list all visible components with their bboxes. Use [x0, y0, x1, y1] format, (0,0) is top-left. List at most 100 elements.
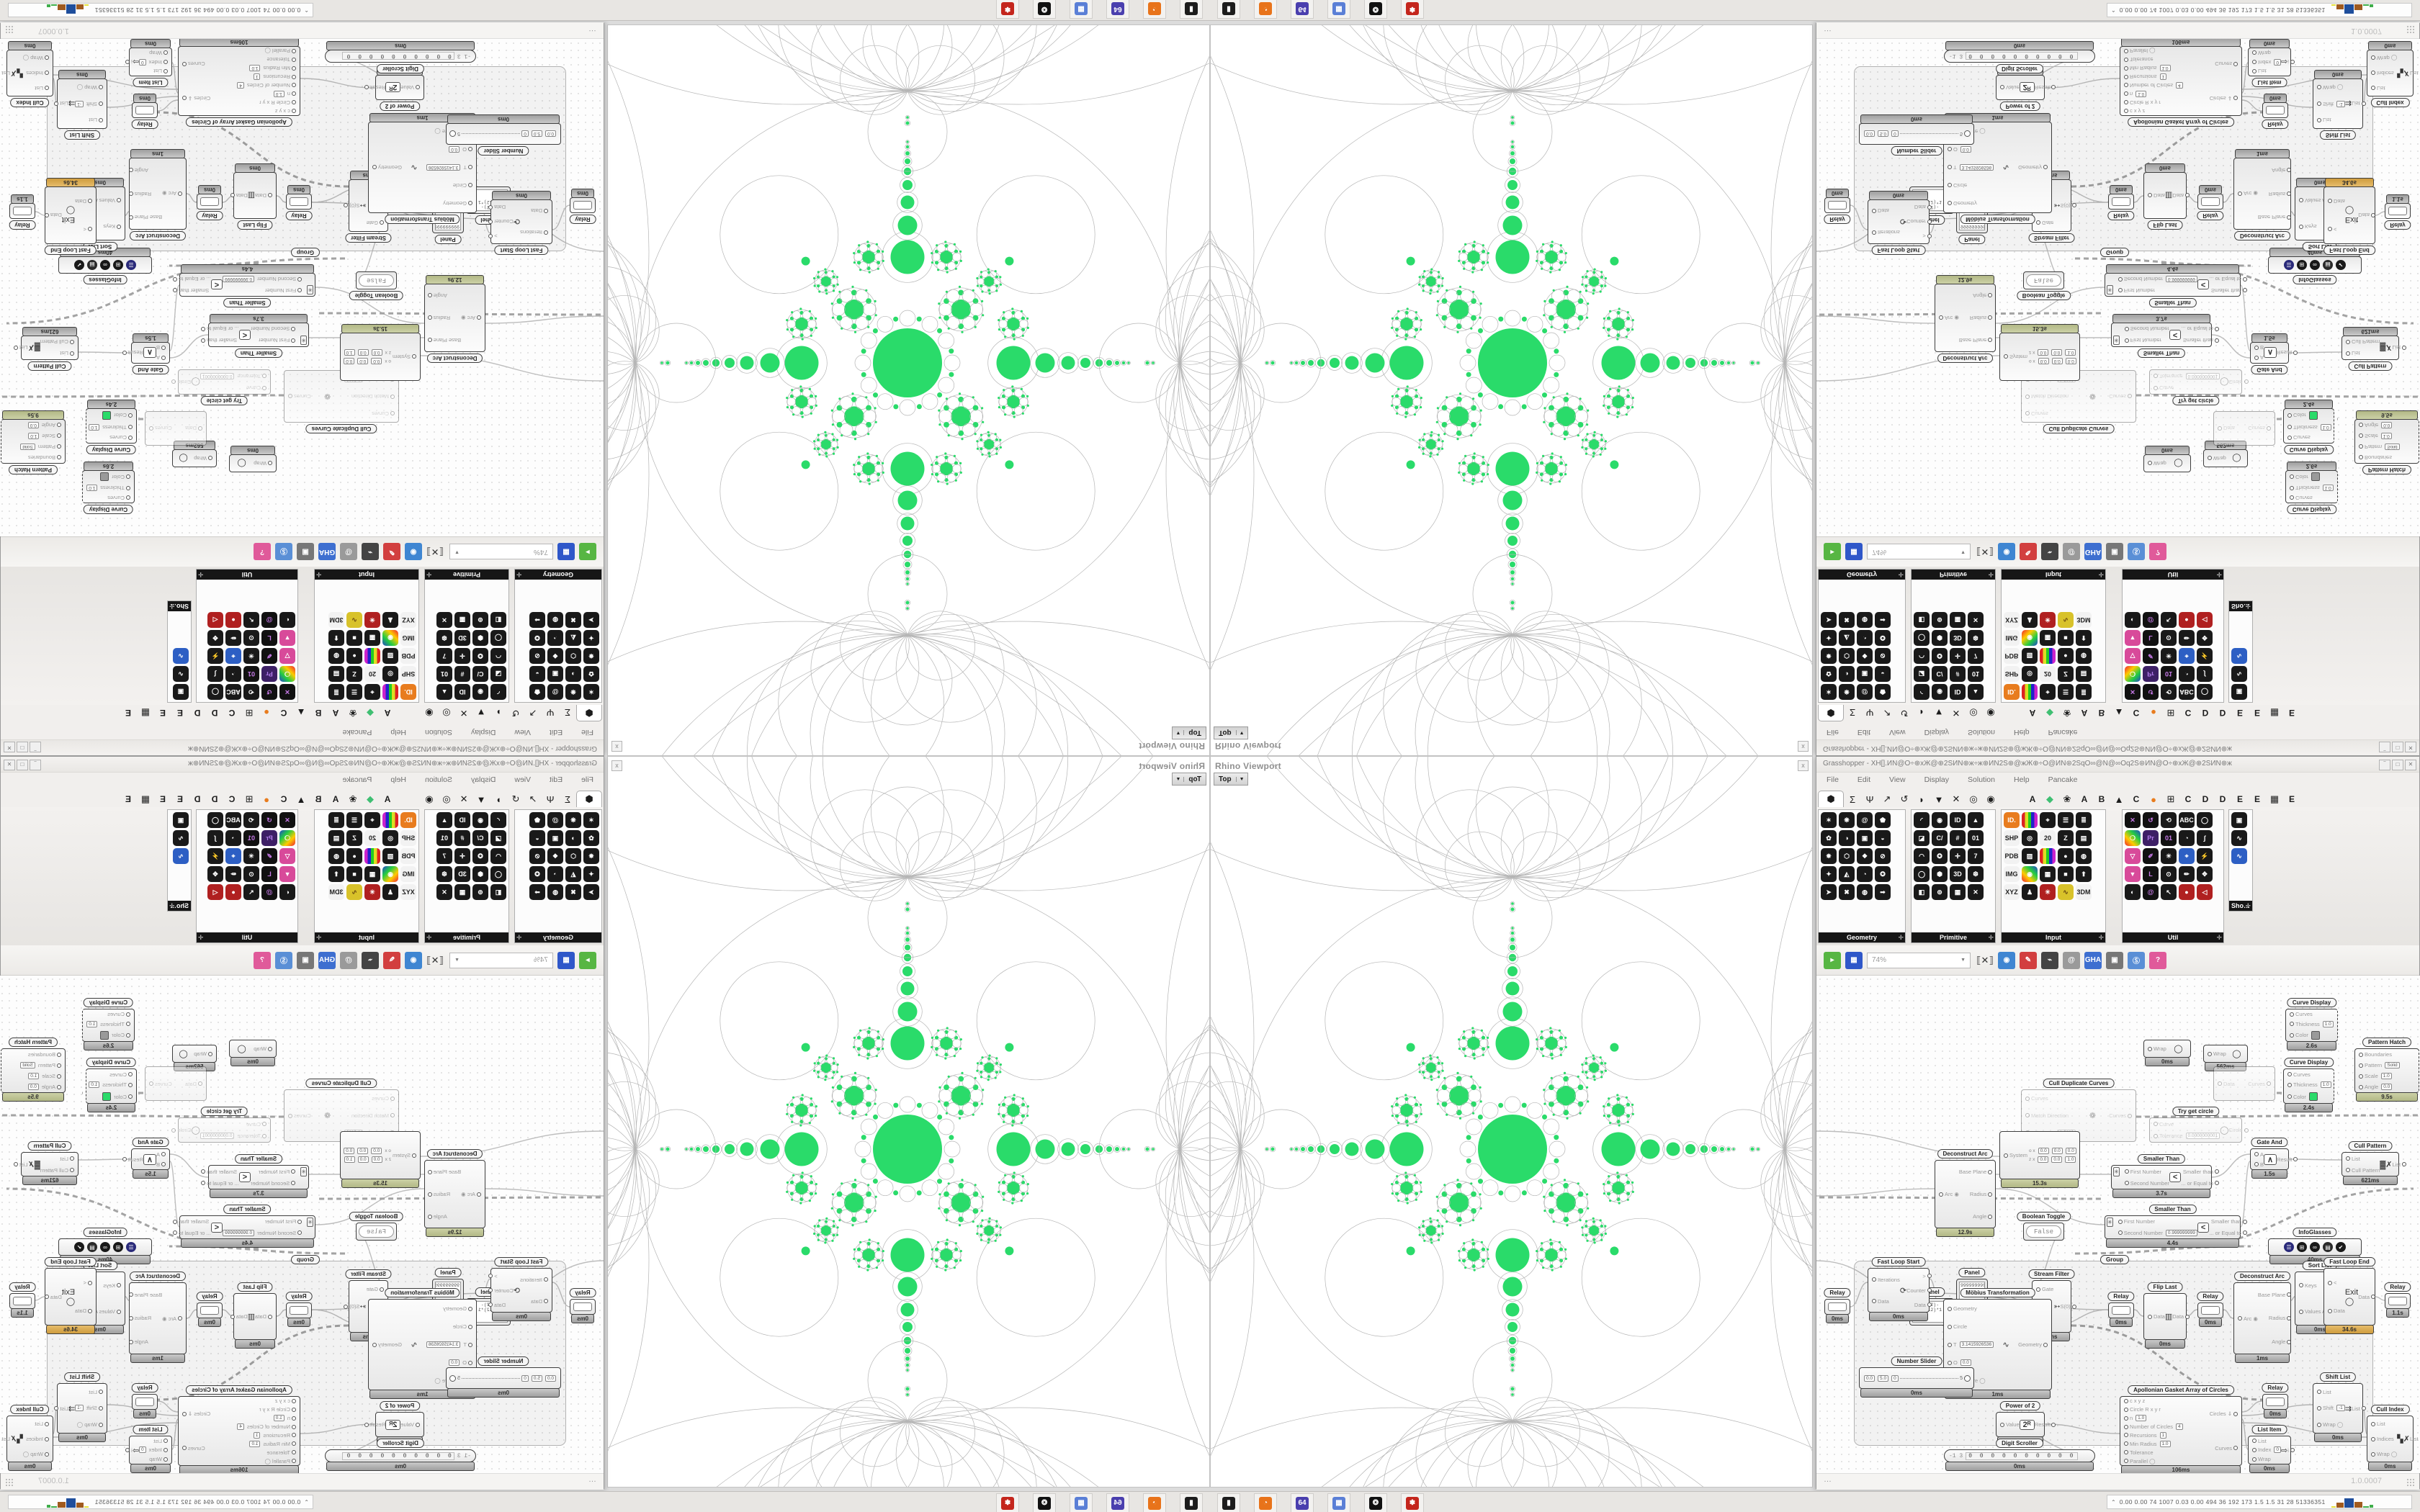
component-tab-18[interactable]: ● — [2151, 793, 2156, 805]
component-icon[interactable]: ✪ — [1875, 866, 1891, 882]
component-icon[interactable]: ✛ — [454, 648, 470, 664]
capture-icon[interactable]: ▣ — [297, 543, 314, 561]
component-icon[interactable]: ⊘ — [1875, 848, 1891, 864]
at-box-icon[interactable]: @ — [2063, 951, 2080, 969]
component-icon[interactable]: ∿ — [173, 666, 189, 682]
component-icon[interactable]: ▲ — [1968, 812, 1984, 828]
component-icon[interactable]: ∿ — [173, 830, 189, 846]
component-icon[interactable]: ⚡ — [207, 648, 223, 664]
component-icon[interactable]: ✏ — [2179, 866, 2195, 882]
node-label-pattern-hatch[interactable]: Pattern Hatch — [8, 1038, 58, 1047]
node-label-relay-d[interactable]: Relay — [2384, 220, 2411, 230]
node-label-deconstruct-arc-1[interactable]: Deconstruct Arc — [426, 354, 483, 363]
component-icon[interactable]: ✿ — [1821, 830, 1837, 846]
minimize-button[interactable]: ‾ — [30, 760, 41, 770]
component-icon[interactable]: C/ — [472, 830, 488, 846]
component-icon[interactable]: ABC — [2179, 812, 2195, 828]
component-icon[interactable]: ◧ — [1914, 884, 1930, 900]
cat-app-icon[interactable]: ❂ — [1033, 1493, 1056, 1512]
node-label-digit-scroller[interactable]: Digit Scroller — [377, 1439, 424, 1448]
node-label-cull-index[interactable]: Cull Index — [2370, 1405, 2410, 1414]
menu-item-display[interactable]: Display — [470, 728, 496, 737]
zoom-extents-icon[interactable]: ⟦✕⟧ — [1976, 546, 1994, 558]
menu-item-view[interactable]: View — [514, 728, 531, 737]
component-icon[interactable]: ● — [2179, 612, 2195, 628]
node-label-fast-loop-start[interactable]: Fast Loop Start — [494, 1257, 549, 1266]
component-icon[interactable]: ◒ — [529, 830, 545, 846]
component-icon[interactable]: ∿ — [173, 848, 189, 864]
gh-node-curve-display-a[interactable]: Curves Thickness 1.0 Color — [82, 470, 135, 503]
node-label-shift-list[interactable]: Shift List — [2319, 130, 2357, 140]
gha-icon[interactable]: GHA — [2084, 951, 2102, 969]
component-icon[interactable]: @ — [2143, 884, 2159, 900]
component-icon[interactable]: ⚡ — [2197, 848, 2213, 864]
menu-item-file[interactable]: File — [581, 775, 593, 784]
gh-node-power-of-2[interactable]: Value 2ᴿ Result — [364, 75, 424, 100]
component-icon[interactable]: ⊘ — [529, 848, 545, 864]
node-label-curve-display-a[interactable]: Curve Display — [83, 998, 134, 1007]
window-resize-grip[interactable] — [5, 25, 14, 34]
gh-node-shift-list[interactable]: List Shift -1 Wrap ◯ ⇉ List — [54, 1383, 107, 1434]
node-label-power-of-2[interactable]: Power of 2 — [1999, 102, 2041, 111]
open-file-icon[interactable]: ▸ — [1824, 543, 1841, 561]
component-icon[interactable]: ✿ — [583, 830, 599, 846]
component-icon[interactable]: ▤ — [2076, 666, 2092, 682]
component-tab-19[interactable]: ⊞ — [2166, 793, 2175, 804]
palette-expand-icon[interactable]: ✛ — [316, 571, 322, 578]
palette-label[interactable]: Input — [315, 932, 418, 942]
component-icon[interactable]: ◠ — [490, 848, 506, 864]
plug-icon[interactable]: ⌁ — [2041, 543, 2058, 561]
component-icon[interactable]: ➟ — [1875, 884, 1891, 900]
minimize-button[interactable]: ‾ — [2379, 760, 2390, 770]
component-icon[interactable]: ⬡ — [1839, 648, 1855, 664]
palette-label[interactable]: Geometry — [515, 570, 601, 580]
gh-node-relay-b[interactable] — [286, 1302, 312, 1318]
component-icon[interactable]: ✕ — [1968, 612, 1984, 628]
component-icon[interactable]: ↺ — [261, 812, 277, 828]
component-icon[interactable]: ↖ — [243, 884, 259, 900]
component-icon[interactable]: ∿ — [2231, 848, 2247, 864]
component-icon[interactable]: ■ — [346, 630, 362, 646]
component-tab-4[interactable]: ↺ — [1900, 793, 1909, 804]
component-icon[interactable]: @ — [547, 812, 563, 828]
gh-node-relay-a[interactable] — [570, 1299, 596, 1315]
component-icon[interactable]: ● — [225, 884, 241, 900]
component-icon[interactable]: ID. — [400, 684, 416, 700]
component-tab-4[interactable]: ↺ — [511, 793, 520, 804]
gh-node-flip-last[interactable]: Data ▥ Data — [2143, 1293, 2190, 1340]
component-icon[interactable]: ▦ — [1950, 884, 1966, 900]
component-icon[interactable]: ∿ — [2231, 648, 2247, 664]
component-icon[interactable]: ❍ — [279, 830, 295, 846]
gh-node-deconstruct-arc-2[interactable]: Arc ◉ Base Plane Radius Angle — [2233, 158, 2292, 230]
component-icon[interactable]: ✪ — [529, 630, 545, 646]
component-tab-0[interactable]: ⬢ — [1818, 791, 1844, 807]
component-icon[interactable]: ⟲ — [243, 812, 259, 828]
gh-node-try-get-circle[interactable]: Curve Tolerance 0.0000000001 ◯ Circle — [2149, 369, 2249, 395]
node-label-digit-scroller[interactable]: Digit Scroller — [377, 64, 424, 73]
node-label-gate-and[interactable]: Gate And — [132, 1138, 169, 1147]
component-icon[interactable]: ♟ — [382, 612, 398, 628]
component-icon[interactable]: 3DM — [2076, 612, 2092, 628]
node-label-gate-and[interactable]: Gate And — [132, 365, 169, 374]
component-icon[interactable]: ▼ — [2125, 866, 2141, 882]
component-tab-5[interactable]: ◗ — [1919, 793, 1924, 805]
gh-node-relay-e[interactable] — [132, 102, 158, 118]
group-label-capsule[interactable]: Group — [291, 1255, 320, 1264]
component-tab-13[interactable]: ❀ — [2063, 708, 2071, 719]
component-icon[interactable]: ■ — [2058, 866, 2074, 882]
red-pen-icon[interactable]: ✎ — [383, 951, 400, 969]
component-icon[interactable]: ∿ — [173, 648, 189, 664]
close-button[interactable]: ✕ — [2405, 760, 2416, 770]
menu-item-help[interactable]: Help — [2013, 775, 2030, 784]
component-icon[interactable]: ✦ — [1821, 866, 1837, 882]
gh-node-deconstruct-arc-2[interactable]: Arc ◉ Base Plane Radius Angle — [2233, 1282, 2292, 1354]
node-label-relay-b[interactable]: Relay — [2107, 211, 2135, 220]
node-label-list-item[interactable]: List Item — [133, 1425, 169, 1434]
expression-icon[interactable]: ✳ — [300, 1167, 307, 1176]
gh-node-flip-last[interactable]: Data ▥ Data — [230, 172, 277, 219]
node-label-curve-display-b[interactable]: Curve Display — [86, 445, 137, 454]
component-tab-2[interactable]: Ψ — [1865, 707, 1874, 719]
gh-node-smaller-than-2[interactable]: ✳ First Number Second Number 0.999999999 < Sm… — [2105, 1215, 2247, 1239]
component-icon[interactable]: ◯ — [1914, 630, 1930, 646]
